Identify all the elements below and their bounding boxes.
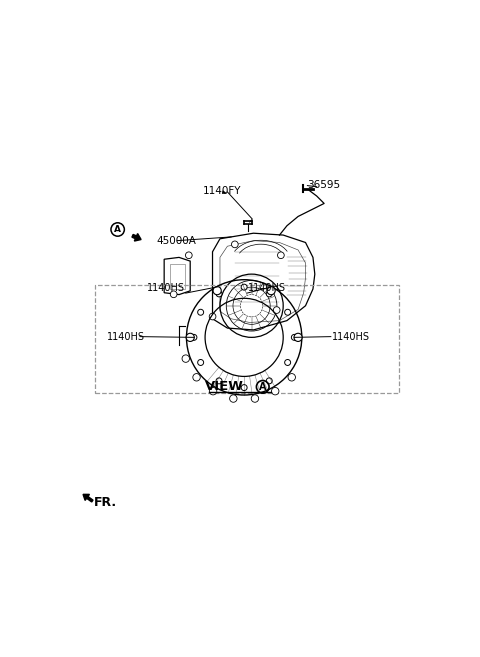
Circle shape: [170, 291, 177, 298]
Text: 36595: 36595: [307, 180, 340, 190]
Circle shape: [285, 359, 290, 365]
Circle shape: [288, 374, 296, 381]
Circle shape: [186, 333, 194, 342]
Circle shape: [294, 333, 302, 342]
Circle shape: [285, 309, 290, 315]
Text: VIEW: VIEW: [205, 380, 244, 394]
Text: 45000A: 45000A: [156, 236, 197, 246]
Bar: [96, 285, 398, 393]
Circle shape: [291, 334, 297, 340]
FancyArrow shape: [132, 233, 141, 241]
Circle shape: [266, 378, 272, 384]
Circle shape: [185, 252, 192, 259]
Circle shape: [229, 395, 237, 402]
Circle shape: [231, 241, 238, 248]
Circle shape: [216, 378, 222, 384]
Circle shape: [267, 286, 275, 295]
Circle shape: [193, 374, 200, 381]
Circle shape: [209, 388, 217, 395]
Text: A: A: [259, 382, 266, 392]
Circle shape: [277, 252, 284, 259]
Circle shape: [272, 388, 279, 395]
Circle shape: [241, 384, 247, 390]
Circle shape: [266, 291, 272, 297]
Text: 1140HS: 1140HS: [248, 283, 286, 293]
Circle shape: [251, 395, 259, 402]
Text: A: A: [114, 225, 121, 234]
Text: 1140HS: 1140HS: [107, 332, 144, 342]
Circle shape: [213, 286, 221, 295]
Circle shape: [182, 355, 190, 362]
Text: FR.: FR.: [94, 497, 117, 509]
Text: 1140FY: 1140FY: [203, 186, 242, 196]
Circle shape: [273, 307, 280, 313]
Circle shape: [216, 291, 222, 297]
Circle shape: [198, 359, 204, 365]
Circle shape: [191, 334, 197, 340]
FancyArrow shape: [83, 494, 93, 502]
Circle shape: [198, 309, 204, 315]
Circle shape: [209, 313, 216, 320]
Text: 1140HS: 1140HS: [146, 283, 185, 293]
Circle shape: [241, 284, 247, 290]
Text: 1140HS: 1140HS: [332, 332, 370, 342]
